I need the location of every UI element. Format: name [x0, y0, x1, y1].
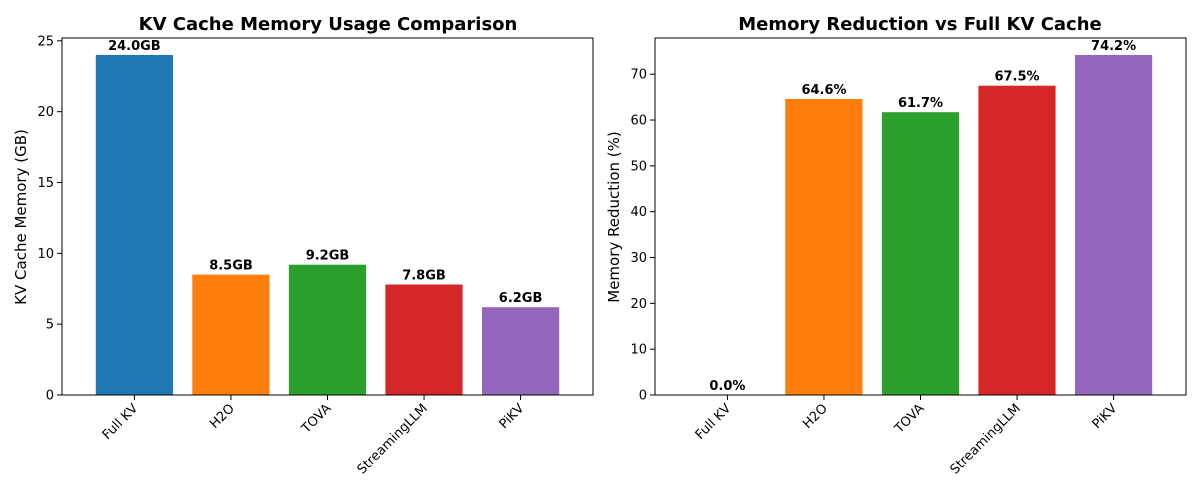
y-tick-label: 30 — [630, 251, 647, 266]
y-tick-label: 70 — [630, 68, 647, 83]
bar-h2o — [192, 274, 270, 395]
y-tick-label: 20 — [37, 105, 54, 120]
bars — [95, 55, 560, 395]
y-ticks: 0 5 10 15 20 25 — [37, 34, 62, 404]
data-label: 64.6% — [801, 83, 846, 98]
chart-title: KV Cache Memory Usage Comparison — [139, 14, 518, 35]
x-tick-label: StreamingLLM — [355, 401, 431, 477]
plot-frame — [654, 37, 1187, 396]
y-tick-label: 60 — [630, 114, 647, 129]
data-label: 7.8GB — [402, 269, 446, 284]
x-tick-label: Full KV — [100, 401, 142, 443]
bar-tova — [881, 112, 960, 395]
memory-usage-chart: KV Cache Memory Usage Comparison KV Cach… — [12, 14, 594, 477]
bar-pikv — [482, 307, 560, 395]
y-tick-label: 20 — [630, 297, 647, 312]
x-tick-label: Full KV — [693, 401, 735, 443]
y-tick-label: 25 — [37, 34, 54, 49]
bar-streamingllm — [385, 284, 463, 395]
bar-full-kv — [95, 55, 173, 395]
x-tick-label: H2O — [207, 401, 238, 432]
y-tick-label: 10 — [37, 247, 54, 262]
data-label: 61.7% — [898, 96, 943, 111]
x-tick-label: PiKV — [497, 401, 528, 432]
y-ticks: 0 10 20 30 40 50 60 70 — [630, 68, 655, 404]
data-label: 9.2GB — [306, 249, 350, 264]
x-tick-label: H2O — [800, 401, 831, 432]
y-tick-label: 5 — [46, 318, 54, 333]
data-label: 67.5% — [994, 70, 1039, 85]
data-labels: 0.0% 64.6% 61.7% 67.5% 74.2% — [709, 39, 1136, 394]
x-tick-label: StreamingLLM — [948, 401, 1024, 477]
bars — [785, 55, 1153, 395]
data-label: 74.2% — [1091, 39, 1136, 54]
x-tick-label: PiKV — [1090, 401, 1121, 432]
y-axis-label: Memory Reduction (%) — [605, 131, 623, 302]
y-tick-label: 0 — [639, 389, 647, 404]
y-tick-label: 40 — [630, 205, 647, 220]
y-tick-label: 10 — [630, 343, 647, 358]
y-tick-label: 50 — [630, 159, 647, 174]
data-label: 0.0% — [709, 379, 745, 394]
bar-pikv — [1075, 55, 1153, 395]
data-label: 24.0GB — [108, 39, 161, 54]
memory-reduction-chart: Memory Reduction vs Full KV Cache Memory… — [605, 14, 1187, 477]
data-labels: 24.0GB 8.5GB 9.2GB 7.8GB 6.2GB — [108, 39, 542, 306]
data-label: 6.2GB — [499, 291, 543, 306]
y-tick-label: 15 — [37, 176, 54, 191]
x-ticks: Full KV H2O TOVA StreamingLLM PiKV — [693, 395, 1121, 477]
plot-frame — [61, 37, 594, 396]
bar-h2o — [785, 99, 863, 395]
chart-title: Memory Reduction vs Full KV Cache — [738, 14, 1102, 35]
y-axis-label: KV Cache Memory (GB) — [12, 129, 30, 305]
x-ticks: Full KV H2O TOVA StreamingLLM PiKV — [100, 395, 528, 477]
data-label: 8.5GB — [209, 259, 253, 274]
x-tick-label: TOVA — [891, 401, 927, 437]
bar-tova — [288, 264, 367, 395]
y-tick-label: 0 — [46, 389, 54, 404]
x-tick-label: TOVA — [298, 401, 334, 437]
bar-streamingllm — [978, 85, 1056, 395]
